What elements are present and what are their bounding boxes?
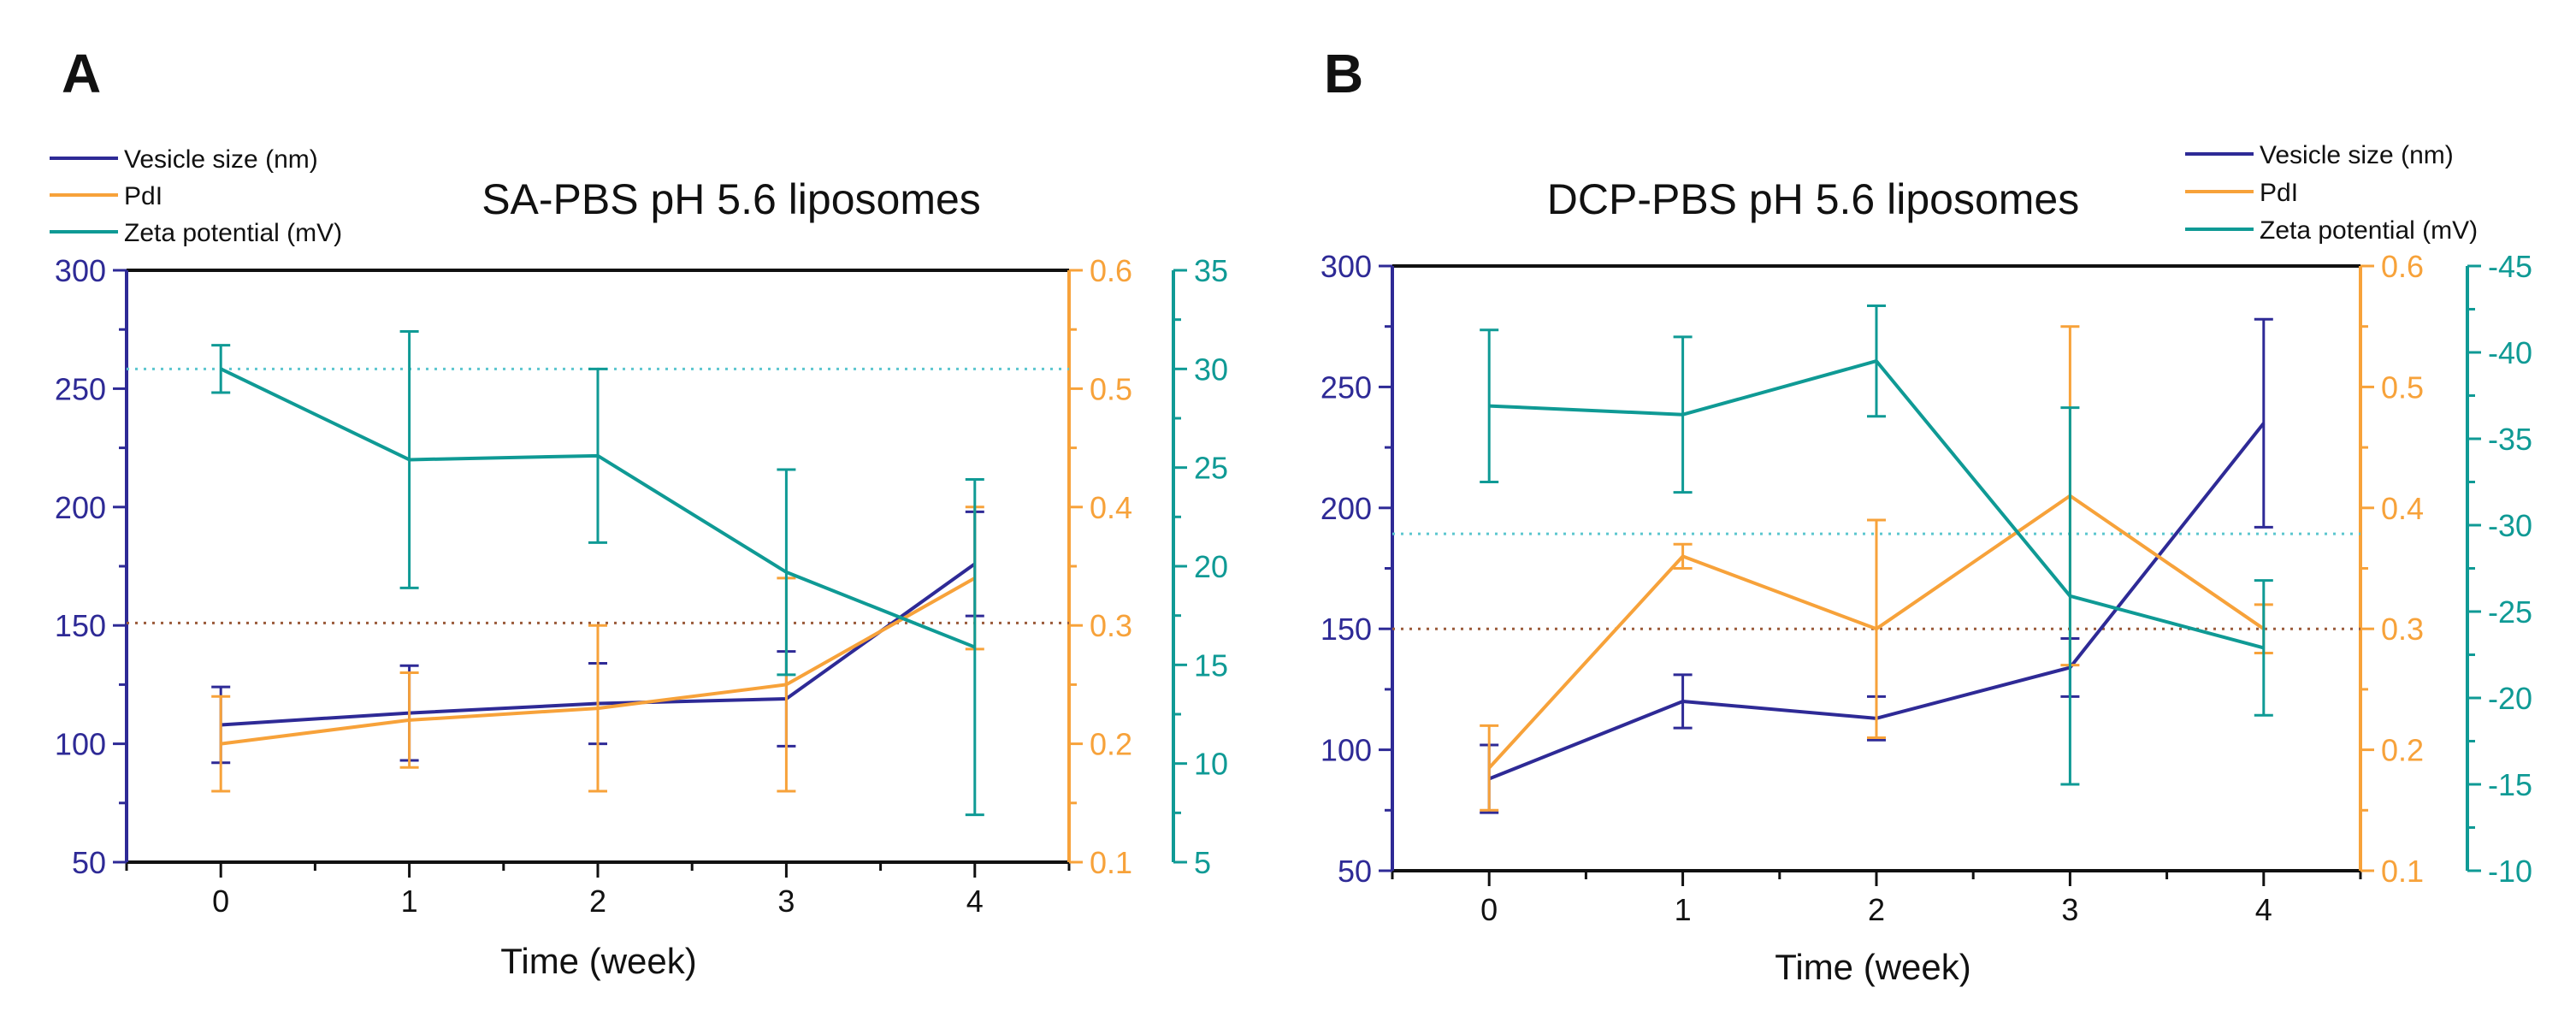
y-tick-label-left: 150 [55,608,106,643]
legend-b: Vesicle size (nm) PdI Zeta potential (mV… [2185,141,2478,245]
y-tick-label-right1: 0.3 [1090,608,1132,643]
y-tick-label-left: 50 [1338,854,1372,889]
y-tick-label-left: 200 [1320,491,1372,526]
panel-letter-b: B [1324,43,1363,104]
x-tick-label: 3 [2061,892,2078,927]
y-tick-label-right2: 5 [1194,845,1211,880]
y-tick-label-right1: 0.1 [2381,854,2424,889]
x-tick-label: 2 [589,884,606,919]
x-tick-label: 1 [1675,892,1692,927]
y-tick-label-right1: 0.5 [2381,370,2424,405]
y-tick-label-right2: -45 [2488,249,2532,284]
y-tick-label-right1: 0.2 [2381,733,2424,768]
y-tick-label-right2: -20 [2488,681,2532,716]
chart-title-b: DCP-PBS pH 5.6 liposomes [1547,175,2079,223]
y-tick-label-right2: -30 [2488,508,2532,543]
y-tick-label-right2: 25 [1194,451,1228,486]
y-tick-label-left: 100 [55,727,106,762]
x-tick-label: 4 [966,884,984,919]
panel-a: A SA-PBS pH 5.6 liposomes Time (week) Ve… [50,43,1228,981]
y-tick-label-left: 300 [1320,249,1372,284]
y-tick-label-right2: -40 [2488,335,2532,370]
y-tick-label-right1: 0.3 [2381,612,2424,647]
x-axis-title-b: Time (week) [1775,947,1970,987]
y-tick-label-left: 150 [1320,612,1372,647]
y-tick-label-right2: 35 [1194,253,1228,288]
y-tick-label-right2: 15 [1194,647,1228,683]
x-tick-label: 2 [1868,892,1885,927]
y-tick-label-left: 200 [55,490,106,525]
y-tick-label-left: 300 [55,253,106,288]
y-tick-label-right1: 0.4 [2381,491,2424,526]
x-tick-label: 0 [1480,892,1498,927]
panel-b: B DCP-PBS pH 5.6 liposomes Time (week) V… [1320,43,2532,987]
y-tick-label-right1: 0.5 [1090,371,1132,406]
y-tick-label-right1: 0.2 [1090,727,1132,762]
legend-label-size: Vesicle size (nm) [2260,141,2454,169]
y-tick-label-right1: 0.6 [1090,253,1132,288]
y-tick-label-right2: -25 [2488,594,2532,630]
y-tick-label-right2: -15 [2488,767,2532,802]
legend-label-pdi: PdI [124,182,162,210]
x-tick-label: 3 [777,884,795,919]
y-tick-label-left: 50 [72,845,106,880]
panel-letter-a: A [62,43,101,104]
y-tick-label-left: 250 [55,371,106,406]
legend-a: Vesicle size (nm) PdI Zeta potential (mV… [50,145,342,247]
legend-label-zeta: Zeta potential (mV) [2260,216,2478,245]
y-tick-label-right2: -35 [2488,422,2532,457]
x-tick-label: 1 [401,884,418,919]
y-tick-label-right2: -10 [2488,854,2532,889]
y-tick-label-right1: 0.4 [1090,490,1132,525]
x-tick-label: 4 [2255,892,2272,927]
legend-label-pdi: PdI [2260,179,2298,207]
chart-title-a: SA-PBS pH 5.6 liposomes [482,175,981,223]
x-tick-label: 0 [212,884,229,919]
y-tick-label-left: 250 [1320,370,1372,405]
y-tick-label-right2: 30 [1194,352,1228,387]
y-tick-label-right1: 0.6 [2381,249,2424,284]
legend-label-zeta: Zeta potential (mV) [124,219,342,247]
x-axis-title-a: Time (week) [500,941,696,981]
y-tick-label-left: 100 [1320,733,1372,768]
legend-label-size: Vesicle size (nm) [124,145,318,174]
y-tick-label-right2: 10 [1194,747,1228,782]
y-tick-label-right1: 0.1 [1090,845,1132,880]
y-tick-label-right2: 20 [1194,549,1228,584]
